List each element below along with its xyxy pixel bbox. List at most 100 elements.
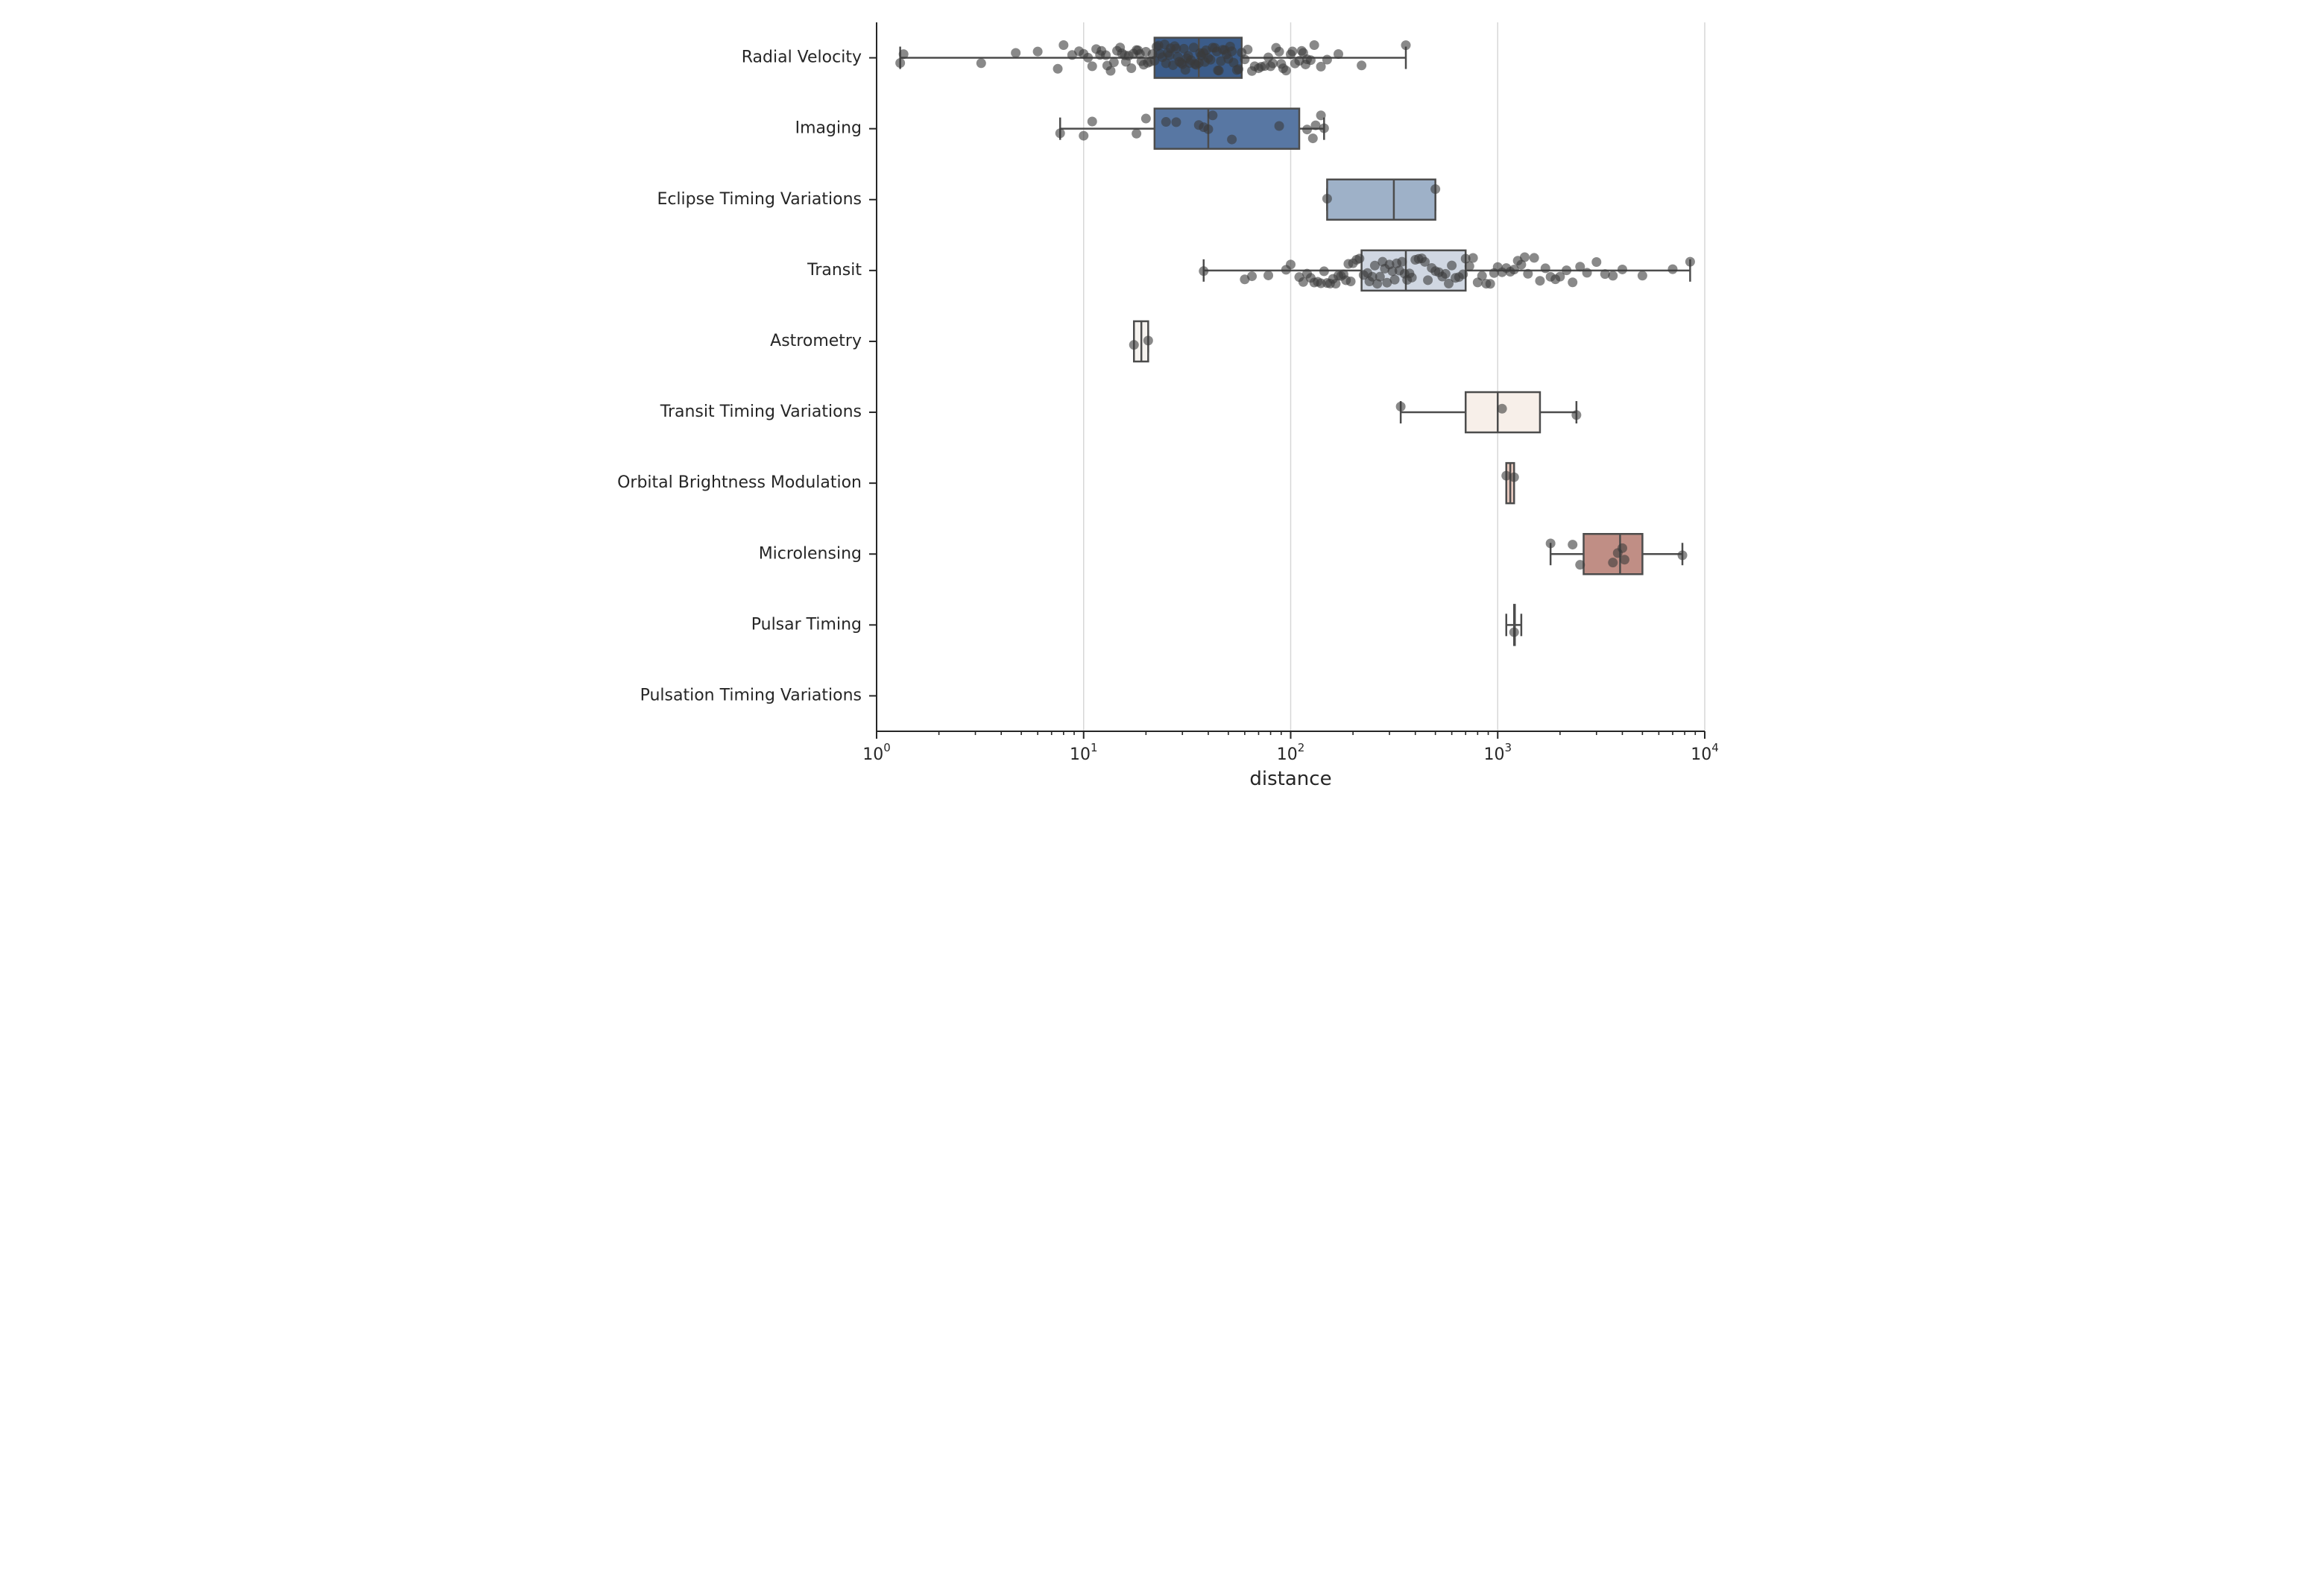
strip-point [1011,48,1020,57]
strip-point [895,58,905,68]
category-label: Pulsar Timing [751,615,862,634]
strip-point [1247,271,1257,281]
strip-point [1227,46,1237,56]
strip-point [1571,410,1581,420]
strip-point [1268,59,1278,69]
strip-point [1401,40,1411,50]
strip-point [1509,628,1519,637]
category-label: Astrometry [770,332,862,350]
strip-point [1447,261,1457,271]
category-label: Orbital Brightness Modulation [617,473,862,492]
strip-point [1208,110,1217,120]
strip-point [1205,55,1215,65]
boxplot-chart: Radial Velocity Imaging Eclipse Timing Var… [578,0,1735,798]
strip-point [1306,55,1316,65]
strip-point [1678,550,1688,560]
strip-point [1397,257,1407,267]
category-label: Pulsation Timing Variations [640,686,862,704]
strip-point [1105,66,1115,76]
strip-point [1354,253,1364,263]
strip-point [1053,64,1063,74]
strip-point [1430,184,1440,194]
x-axis-label: distance [1249,768,1331,790]
strip-point [1583,268,1592,277]
strip-point [1308,133,1318,143]
strip-point [1055,128,1065,138]
strip-point [1667,265,1677,274]
strip-point [1486,279,1495,288]
strip-point [1310,40,1319,50]
strip-point [1334,49,1343,59]
strip-point [1322,194,1332,204]
strip-point [1287,46,1297,56]
strip-point [1390,275,1400,285]
strip-point [1357,60,1366,70]
strip-point [1199,266,1208,276]
strip-point [1240,54,1249,64]
strip-point [1396,402,1406,411]
strip-point [1319,123,1329,133]
strip-point [1171,117,1181,127]
strip-point [1243,45,1252,54]
strip-point [1214,66,1224,75]
category-row [1322,180,1440,220]
strip-point [1468,253,1478,262]
strip-point [1203,124,1213,134]
strip-point [1620,555,1629,564]
strip-point [1302,124,1312,134]
strip-point [899,49,909,59]
strip-point [1088,61,1097,71]
strip-point [1281,66,1291,75]
strip-point [1575,560,1585,570]
strip-point [1109,57,1119,67]
strip-point [1465,262,1474,271]
strip-point [1562,265,1571,275]
category-label: Transit [807,261,862,280]
strip-point [1141,114,1151,124]
strip-point [1541,263,1550,273]
strip-point [1523,269,1533,279]
strip-point [1058,40,1068,50]
strip-point [1083,53,1093,63]
strip-point [1407,273,1417,283]
strip-point [1608,271,1618,280]
category-label: Imaging [795,119,862,138]
strip-point [1322,55,1332,65]
strip-point [1263,271,1273,280]
category-label: Microlensing [759,544,862,563]
strip-point [1227,135,1237,145]
strip-point [1161,117,1171,127]
chart-container: Radial Velocity Imaging Eclipse Timing Var… [0,0,2313,798]
strip-point [1608,558,1618,567]
strip-point [1685,257,1695,267]
strip-point [1310,121,1320,130]
strip-point [1143,335,1153,345]
strip-point [1319,266,1329,276]
strip-point [1618,265,1627,274]
strip-point [1132,129,1141,139]
category-label: Radial Velocity [742,48,862,67]
strip-point [1286,259,1296,269]
strip-point [1275,121,1284,130]
strip-point [1316,110,1326,120]
strip-point [1346,277,1356,286]
strip-point [1088,116,1097,126]
strip-point [1101,51,1111,60]
strip-point [1498,404,1507,414]
strip-point [1530,253,1539,262]
strip-point [1546,538,1556,548]
strip-point [1275,47,1284,57]
strip-point [1568,277,1577,287]
category-label: Eclipse Timing Variations [657,190,862,209]
strip-point [1079,131,1088,141]
strip-point [1458,270,1468,280]
category-label: Transit Timing Variations [660,403,862,421]
strip-point [1033,47,1043,57]
strip-point [1234,64,1243,74]
strip-point [1423,275,1433,285]
strip-point [1441,269,1451,279]
strip-point [1591,257,1601,267]
strip-point [1568,540,1577,549]
strip-point [1126,63,1136,73]
strip-point [1638,271,1647,280]
